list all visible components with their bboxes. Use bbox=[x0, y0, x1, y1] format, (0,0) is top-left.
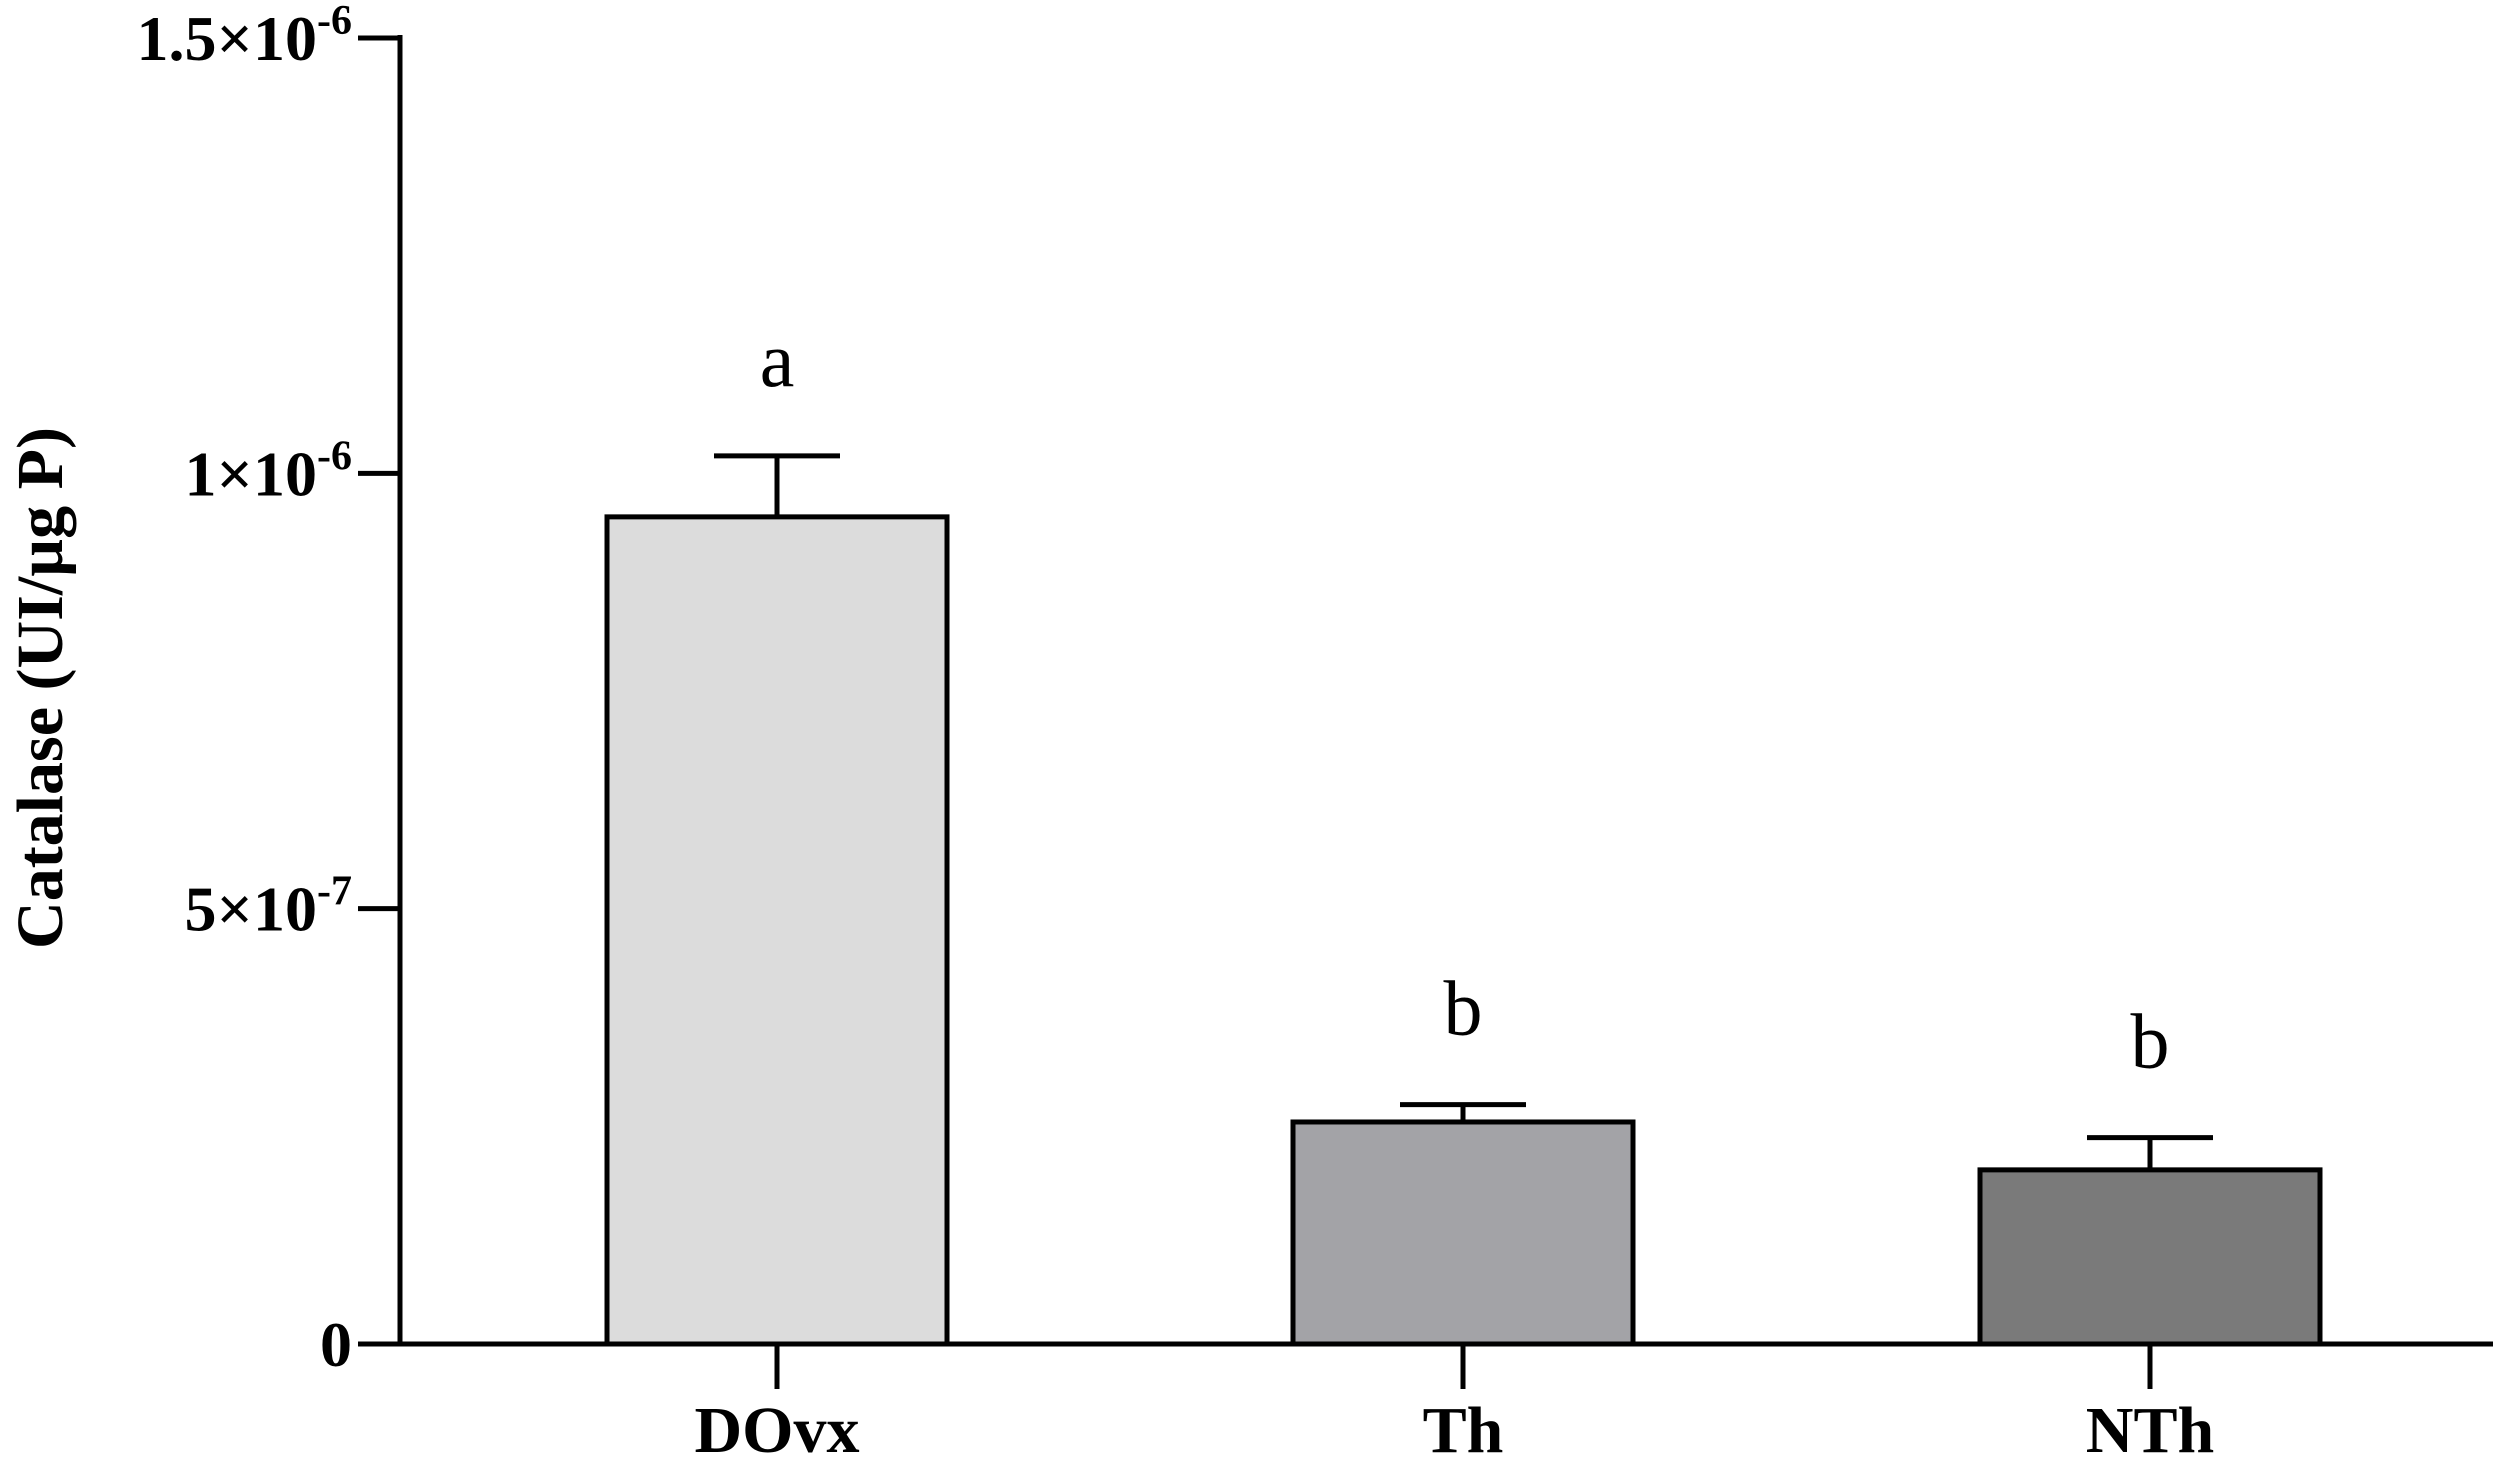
bar-dovx bbox=[604, 514, 950, 1347]
y-tick-label: 1.5×10-6 bbox=[137, 0, 352, 74]
significance-label: b bbox=[1444, 965, 1483, 1052]
significance-label: b bbox=[2131, 998, 2170, 1085]
y-tick-label: 0 bbox=[320, 1309, 352, 1380]
significance-label: a bbox=[760, 316, 795, 403]
y-tick-label: 5×10-7 bbox=[185, 869, 352, 945]
x-tick-label-th: Th bbox=[1423, 1394, 1504, 1467]
x-tick-label-nth: NTh bbox=[2086, 1394, 2214, 1467]
bar-th bbox=[1290, 1119, 1636, 1347]
y-axis-label: Catalase (UI/µg P) bbox=[4, 427, 77, 949]
bar-nth bbox=[1977, 1167, 2323, 1347]
x-tick-label-dovx: DOvx bbox=[695, 1394, 860, 1467]
y-tick-label: 1×10-6 bbox=[185, 433, 352, 509]
